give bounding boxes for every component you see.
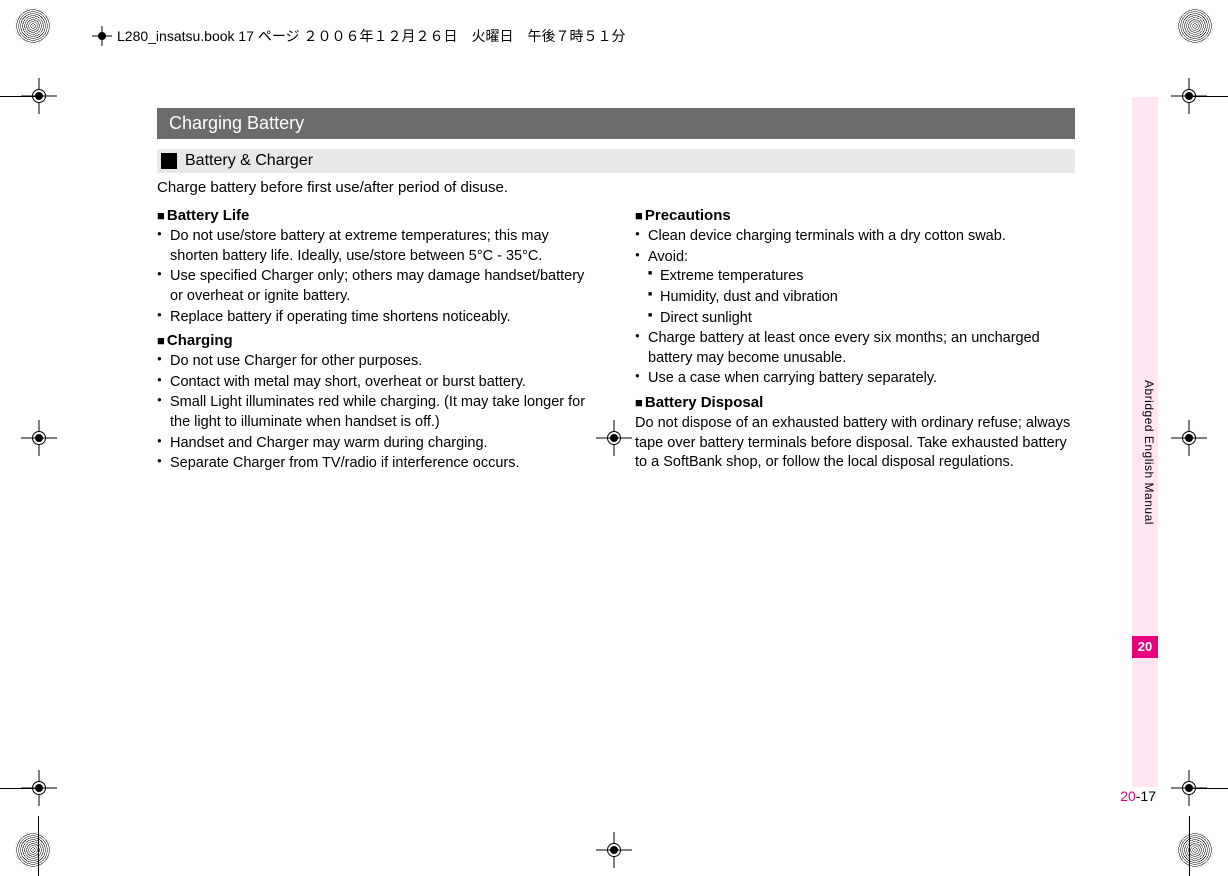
page-number-page: -17 [1136,788,1156,804]
list-item: Charge battery at least once every six m… [635,329,1075,368]
reg-mark-tr [1177,8,1213,44]
list-item: Use a case when carrying battery separat… [635,369,1075,389]
list-item: Do not use Charger for other purposes. [157,352,597,372]
file-metadata-header: L280_insatsu.book 17 ページ ２００６年１２月２６日 火曜日… [93,26,626,46]
list-item: Handset and Charger may warm during char… [157,434,597,454]
avoid-label: Avoid: [648,249,688,265]
list-item: Small Light illuminates red while chargi… [157,393,597,432]
page-content: Charging Battery Battery & Charger Charg… [157,108,1075,475]
list-item: Separate Charger from TV/radio if interf… [157,454,597,474]
section-heading-charging: ■Charging [157,331,597,351]
crop-line [1186,96,1228,97]
square-icon [161,153,177,169]
side-tab-label: Abridged English Manual [1142,380,1156,525]
crop-line [1189,816,1190,876]
crosshair [596,832,632,868]
section-heading-text: Precautions [645,207,731,224]
crosshair [21,420,57,456]
reg-mark-tl [15,8,51,44]
crop-line [0,788,42,789]
disposal-text: Do not dispose of an exhausted battery w… [635,414,1075,473]
section-heading-text: Charging [167,332,233,349]
reg-mark-br [1177,832,1213,868]
main-heading: Charging Battery [157,108,1075,139]
list-item: Avoid: Extreme temperatures Humidity, du… [635,248,1075,328]
section-heading-battery-life: ■Battery Life [157,206,597,226]
page-number-chapter: 20 [1120,788,1136,804]
section-heading-precautions: ■Precautions [635,206,1075,226]
sub-list-item: Extreme temperatures [648,267,1075,287]
crop-line [1186,788,1228,789]
list-item: Use specified Charger only; others may d… [157,267,597,306]
chapter-badge: 20 [1132,636,1158,658]
list-item: Replace battery if operating time shorte… [157,308,597,328]
sub-heading: Battery & Charger [157,149,1075,173]
intro-text: Charge battery before first use/after pe… [157,179,1075,196]
page-number: 20-17 [1120,788,1156,804]
sub-heading-text: Battery & Charger [185,152,313,170]
sub-list-item: Direct sunlight [648,309,1075,329]
section-heading-text: Battery Disposal [645,394,763,411]
section-heading-text: Battery Life [167,207,250,224]
crop-line [38,816,39,876]
sub-list-item: Humidity, dust and vibration [648,288,1075,308]
doc-icon [93,27,111,45]
left-column: ■Battery Life Do not use/store battery a… [157,202,597,475]
list-item: Clean device charging terminals with a d… [635,227,1075,247]
right-column: ■Precautions Clean device charging termi… [635,202,1075,475]
crop-line [0,96,42,97]
file-metadata-text: L280_insatsu.book 17 ページ ２００６年１２月２６日 火曜日… [117,26,626,46]
list-item: Contact with metal may short, overheat o… [157,373,597,393]
list-item: Do not use/store battery at extreme temp… [157,227,597,266]
crosshair [1171,420,1207,456]
section-heading-disposal: ■Battery Disposal [635,393,1075,413]
reg-mark-bl [15,832,51,868]
